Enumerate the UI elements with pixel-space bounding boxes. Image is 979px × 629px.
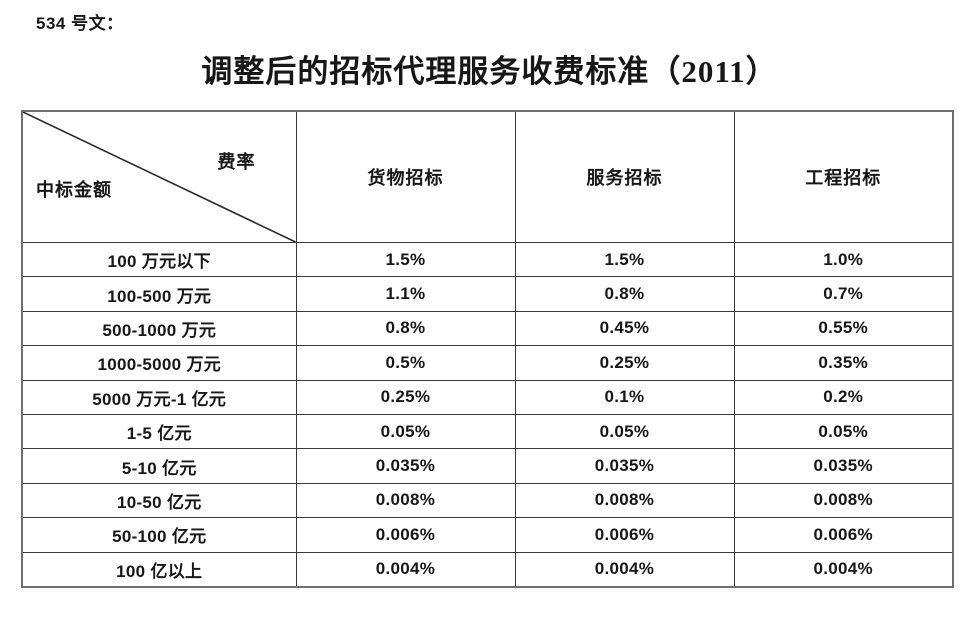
rate-cell: 0.05%	[514, 413, 735, 450]
rate-cell: 0.1%	[514, 379, 735, 415]
rate-cell: 0.035%	[733, 448, 954, 484]
row-label: 1000-5000 万元	[21, 345, 297, 381]
rate-cell: 1.0%	[733, 241, 954, 278]
row-label: 500-1000 万元	[21, 310, 297, 347]
rate-cell: 0.004%	[295, 551, 516, 588]
rate-cell: 0.5%	[295, 345, 516, 381]
rate-cell: 0.004%	[514, 551, 735, 588]
corner-label-rate: 费率	[217, 152, 256, 172]
rate-cell: 0.006%	[514, 517, 735, 553]
rate-cell: 0.05%	[295, 413, 516, 450]
corner-label-amount: 中标金额	[36, 180, 112, 200]
fee-table: 费率 中标金额 货物招标 服务招标 工程招标 100 万元以下 1.5% 1.5% 1…	[21, 110, 954, 588]
rate-cell: 0.45%	[514, 310, 735, 347]
rate-cell: 0.35%	[733, 345, 954, 381]
column-header-goods: 货物招标	[295, 110, 516, 243]
doc-number: 534 号文：	[36, 14, 124, 33]
rate-cell: 0.008%	[295, 482, 516, 519]
table-row: 5000 万元-1 亿元 0.25% 0.1% 0.2%	[21, 379, 954, 415]
table-row: 100-500 万元 1.1% 0.8% 0.7%	[21, 276, 954, 312]
page-title: 调整后的招标代理服务收费标准（2011）	[201, 54, 778, 89]
rate-cell: 0.25%	[514, 345, 735, 381]
rate-cell: 0.006%	[733, 517, 954, 553]
rate-cell: 0.008%	[733, 482, 954, 519]
table-row: 100 万元以下 1.5% 1.5% 1.0%	[21, 241, 954, 278]
rate-cell: 0.004%	[733, 551, 954, 588]
rate-cell: 0.05%	[733, 413, 954, 450]
row-label: 5-10 亿元	[21, 448, 297, 484]
rate-cell: 0.25%	[295, 379, 516, 415]
row-label: 50-100 亿元	[21, 517, 297, 553]
rate-cell: 1.5%	[514, 241, 735, 278]
rate-cell: 1.1%	[295, 276, 516, 312]
row-label: 100 万元以下	[21, 241, 297, 278]
rate-cell: 0.8%	[295, 310, 516, 347]
rate-cell: 0.006%	[295, 517, 516, 553]
diagonal-divider-line	[23, 112, 296, 242]
column-header-engineering: 工程招标	[733, 110, 954, 243]
rate-cell: 0.55%	[733, 310, 954, 347]
row-label: 100 亿以上	[21, 551, 297, 588]
row-label: 5000 万元-1 亿元	[21, 379, 297, 415]
row-label: 100-500 万元	[21, 276, 297, 312]
corner-cell: 费率 中标金额	[21, 110, 297, 243]
table-row: 1000-5000 万元 0.5% 0.25% 0.35%	[21, 345, 954, 381]
table-row: 100 亿以上 0.004% 0.004% 0.004%	[21, 551, 954, 588]
table-row: 10-50 亿元 0.008% 0.008% 0.008%	[21, 482, 954, 519]
rate-cell: 0.008%	[514, 482, 735, 519]
rate-cell: 0.2%	[733, 379, 954, 415]
rate-cell: 0.7%	[733, 276, 954, 312]
rate-cell: 0.8%	[514, 276, 735, 312]
table-row: 5-10 亿元 0.035% 0.035% 0.035%	[21, 448, 954, 484]
rate-cell: 0.035%	[295, 448, 516, 484]
column-header-services: 服务招标	[514, 110, 735, 243]
rate-cell: 1.5%	[295, 241, 516, 278]
table-row: 50-100 亿元 0.006% 0.006% 0.006%	[21, 517, 954, 553]
row-label: 1-5 亿元	[21, 413, 297, 450]
table-body: 100 万元以下 1.5% 1.5% 1.0% 100-500 万元 1.1% 0.8% 0.…	[21, 241, 954, 588]
table-row: 500-1000 万元 0.8% 0.45% 0.55%	[21, 310, 954, 347]
header-row: 费率 中标金额 货物招标 服务招标 工程招标	[21, 110, 954, 243]
rate-cell: 0.035%	[514, 448, 735, 484]
table-row: 1-5 亿元 0.05% 0.05% 0.05%	[21, 413, 954, 450]
row-label: 10-50 亿元	[21, 482, 297, 519]
